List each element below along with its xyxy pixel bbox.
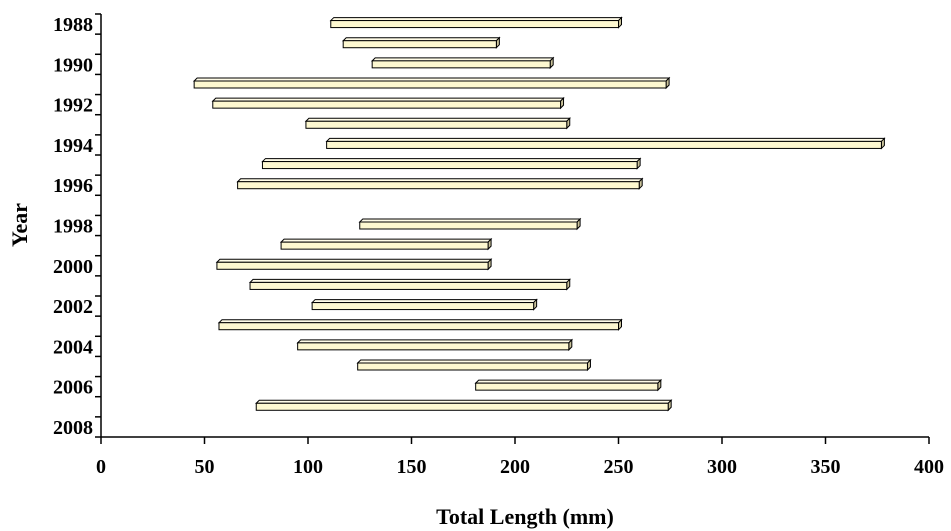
range-bar-face — [237, 181, 640, 190]
x-tick-label: 0 — [96, 456, 106, 478]
range-bar-face — [305, 120, 568, 129]
range-bar-face — [280, 241, 489, 250]
range-bar-face — [218, 322, 620, 331]
y-tick-label: 2002 — [53, 296, 93, 318]
x-tick-label: 250 — [604, 456, 634, 478]
range-bar-face — [357, 362, 588, 371]
range-bar — [211, 96, 565, 110]
range-bar-face — [342, 40, 497, 49]
range-bar-face — [311, 302, 535, 311]
x-tick-label: 50 — [195, 456, 215, 478]
range-bar-face — [326, 140, 882, 149]
range-bar — [341, 36, 501, 49]
y-tick-label: 2008 — [53, 417, 93, 439]
x-tick-label: 400 — [914, 456, 944, 478]
range-bar — [261, 157, 642, 170]
x-tick-label: 100 — [293, 456, 323, 478]
range-bar — [236, 177, 644, 190]
range-bar-face — [212, 100, 562, 109]
range-bar — [325, 137, 886, 150]
range-bar — [329, 16, 623, 29]
y-tick-label: 2004 — [53, 336, 93, 358]
range-bar — [370, 56, 555, 70]
y-tick-label: 2000 — [53, 256, 93, 278]
range-bar — [310, 298, 538, 311]
range-bar — [248, 278, 571, 291]
y-tick-label: 1996 — [53, 175, 93, 197]
range-bar — [358, 217, 582, 231]
range-bar-face — [249, 281, 568, 290]
range-bar-face — [216, 261, 489, 270]
range-bar — [356, 358, 592, 372]
y-tick-label: 1992 — [53, 95, 93, 117]
x-tick-label: 150 — [397, 456, 427, 478]
y-tick-label: 1998 — [53, 216, 93, 238]
range-bar — [217, 318, 623, 331]
range-bar — [296, 338, 574, 352]
range-bar — [255, 399, 673, 412]
range-bar-face — [330, 20, 619, 29]
range-bar-face — [261, 161, 638, 170]
range-bar — [474, 378, 663, 392]
x-tick-label: 300 — [707, 456, 737, 478]
range-bar-face — [193, 80, 667, 89]
range-bar-face — [475, 382, 659, 391]
y-axis-title: Year — [7, 203, 32, 247]
x-tick-label: 200 — [500, 456, 530, 478]
range-bar — [304, 117, 571, 130]
y-tick-label: 2006 — [53, 377, 93, 399]
y-tick-label: 1990 — [53, 54, 93, 76]
range-bar-face — [255, 402, 669, 411]
bars-group — [192, 16, 886, 412]
range-bar — [192, 76, 671, 90]
range-bar-face — [371, 60, 551, 69]
range-bar — [279, 237, 493, 251]
ticks-group: 0 50 100 150 200 250 300 350 400 1988 1990 1992 1994… — [53, 13, 944, 478]
x-axis-title: Total Length (mm) — [436, 504, 614, 529]
range-bar-face — [359, 221, 578, 230]
y-tick-label: 1994 — [53, 135, 93, 157]
range-bar — [215, 258, 493, 271]
range-bar-face — [297, 342, 570, 351]
x-tick-label: 350 — [811, 456, 841, 478]
y-tick-label: 1988 — [53, 14, 93, 36]
